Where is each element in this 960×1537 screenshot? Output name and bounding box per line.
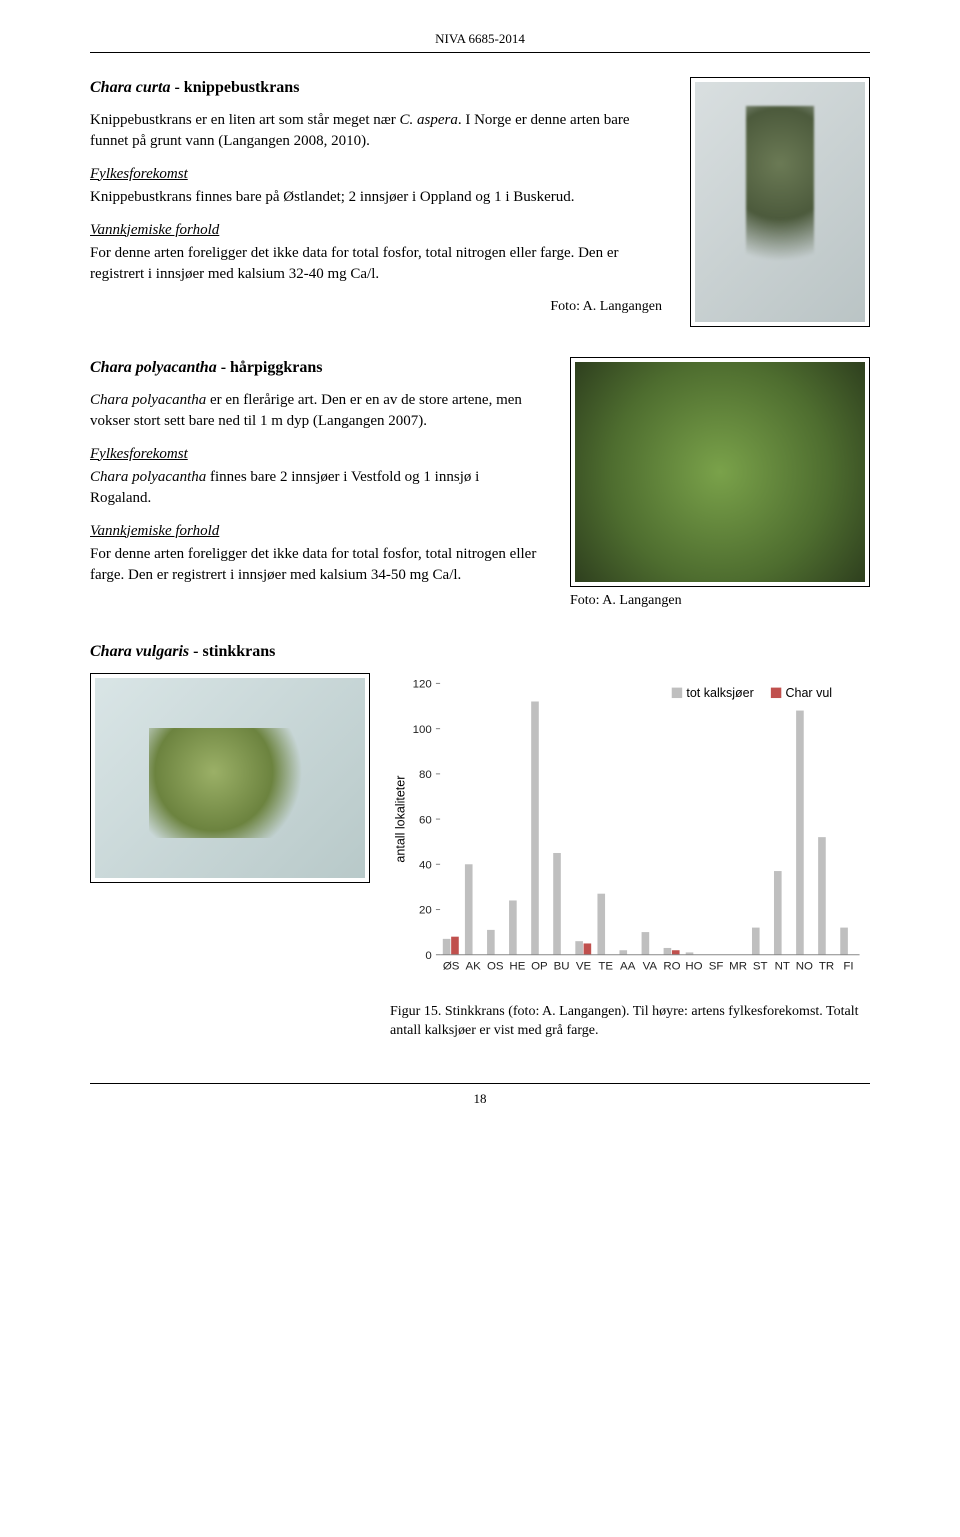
ytick-label: 40	[419, 860, 432, 872]
photo-col-1	[690, 77, 870, 327]
photo-credit-1: Foto: A. Langangen	[90, 297, 662, 317]
bar-tot-kalksjøer-RO	[664, 948, 672, 955]
para-1-1: Knippebustkrans er en liten art som står…	[90, 110, 662, 152]
section-chara-vulgaris: Chara vulgaris - stinkkrans 0 20 40 60 80 100…	[90, 641, 870, 1053]
bar-tot-kalksjøer-TE	[597, 894, 605, 955]
bar-tot-kalksjøer-OS	[487, 930, 495, 955]
species-title-2: Chara polyacantha - hårpiggkrans	[90, 357, 542, 379]
text: Knippebustkrans er en liten art som står…	[90, 112, 400, 128]
para-2-2: Chara polyacantha finnes bare 2 innsjøer…	[90, 467, 542, 509]
bar-tot-kalksjøer-ST	[752, 928, 760, 955]
bar-chart: 0 20 40 60 80 100 120 antall lokaliteter ØS AK OS H…	[390, 673, 870, 993]
para-1-3: For denne arten foreligger det ikke data…	[90, 243, 662, 285]
bar-tot-kalksjøer-OP	[531, 702, 539, 955]
bar-tot-kalksjøer-HE	[509, 901, 517, 955]
ytick-label: 80	[419, 769, 432, 781]
photo-frame-3	[90, 673, 370, 883]
ytick-label: 100	[413, 724, 432, 736]
chart-column: 0 20 40 60 80 100 120 antall lokaliteter ØS AK OS H…	[390, 673, 870, 1053]
xtick-label: HE	[509, 961, 525, 973]
text-italic: C. aspera	[400, 112, 458, 128]
xtick-label: NT	[775, 961, 790, 973]
photo-frame-1	[690, 77, 870, 327]
species-latin-2: Chara polyacantha	[90, 359, 217, 376]
bar-tot-kalksjøer-FI	[840, 928, 848, 955]
bar-tot-kalksjøer-TR	[818, 837, 826, 955]
para-2-3: For denne arten foreligger det ikke data…	[90, 544, 542, 586]
ytick-label: 60	[419, 814, 432, 826]
xtick-label: FI	[843, 961, 853, 973]
species-common-1: knippebustkrans	[184, 79, 300, 96]
subhead-1b: Vannkjemiske forhold	[90, 220, 662, 241]
title-sep-2: -	[217, 359, 230, 376]
subhead-1a: Fylkesforekomst	[90, 164, 662, 185]
ytick-label: 120	[413, 679, 432, 691]
species-common-3: stinkkrans	[202, 643, 275, 660]
xtick-label: AA	[620, 961, 636, 973]
species-common-2: hårpiggkrans	[230, 359, 322, 376]
section-chara-polyacantha: Chara polyacantha - hårpiggkrans Chara p…	[90, 357, 870, 611]
y-axis-label: antall lokaliteter	[394, 776, 408, 863]
photo-col-2: Foto: A. Langangen	[570, 357, 870, 611]
xtick-label: ST	[753, 961, 768, 973]
xtick-label: OS	[487, 961, 504, 973]
xtick-label: ØS	[443, 961, 460, 973]
subhead-2b: Vannkjemiske forhold	[90, 521, 542, 542]
bar-Char-vul-VE	[584, 944, 592, 955]
subhead-2a: Fylkesforekomst	[90, 444, 542, 465]
species-latin-1: Chara curta	[90, 79, 170, 96]
xtick-label: NO	[796, 961, 813, 973]
xtick-label: SF	[709, 961, 724, 973]
xtick-label: OP	[531, 961, 548, 973]
species-title-3: Chara vulgaris - stinkkrans	[90, 641, 870, 663]
title-sep-3: -	[189, 643, 202, 660]
xtick-label: TE	[598, 961, 613, 973]
legend-swatch	[771, 688, 781, 698]
bar-tot-kalksjøer-VA	[642, 932, 650, 955]
bar-tot-kalksjøer-NO	[796, 711, 804, 955]
plant-photo-1	[695, 82, 865, 322]
photo-col-3	[90, 673, 370, 883]
species-latin-3: Chara vulgaris	[90, 643, 189, 660]
doc-header: NIVA 6685-2014	[90, 30, 870, 48]
text-italic: Chara polyacantha	[90, 392, 206, 408]
ytick-label: 20	[419, 905, 432, 917]
bar-Char-vul-ØS	[451, 937, 459, 955]
ytick-label: 0	[425, 950, 431, 962]
xtick-label: BU	[554, 961, 570, 973]
para-1-2: Knippebustkrans finnes bare på Østlandet…	[90, 187, 662, 208]
legend-label: tot kalksjøer	[686, 686, 753, 700]
bar-tot-kalksjøer-BU	[553, 853, 561, 955]
page-number: 18	[90, 1083, 870, 1108]
xtick-label: HO	[685, 961, 702, 973]
species-title-1: Chara curta - knippebustkrans	[90, 77, 662, 99]
photo-frame-2	[570, 357, 870, 587]
bar-tot-kalksjøer-AK	[465, 864, 473, 954]
legend-swatch	[672, 688, 682, 698]
bar-tot-kalksjøer-ØS	[443, 939, 451, 955]
xtick-label: AK	[466, 961, 482, 973]
xtick-label: MR	[729, 961, 747, 973]
photo-credit-2: Foto: A. Langangen	[570, 591, 870, 611]
bar-tot-kalksjøer-VE	[575, 941, 583, 955]
xtick-label: TR	[819, 961, 834, 973]
figure-caption: Figur 15. Stinkkrans (foto: A. Langangen…	[390, 1003, 870, 1041]
plant-photo-3	[95, 678, 365, 878]
xtick-label: VE	[576, 961, 592, 973]
chart-svg: 0 20 40 60 80 100 120 antall lokaliteter ØS AK OS H…	[390, 673, 870, 986]
bar-tot-kalksjøer-AA	[619, 950, 627, 954]
bar-tot-kalksjøer-NT	[774, 871, 782, 955]
xtick-label: RO	[663, 961, 680, 973]
bar-Char-vul-RO	[672, 950, 680, 954]
section-chara-curta: Chara curta - knippebustkrans Knippebust…	[90, 77, 870, 327]
legend-label: Char vul	[785, 686, 832, 700]
text-italic: Chara polyacantha	[90, 469, 206, 485]
plant-photo-2	[575, 362, 865, 582]
header-rule	[90, 52, 870, 53]
xtick-label: VA	[643, 961, 658, 973]
title-sep-1: -	[170, 79, 183, 96]
para-2-1: Chara polyacantha er en flerårige art. D…	[90, 390, 542, 432]
